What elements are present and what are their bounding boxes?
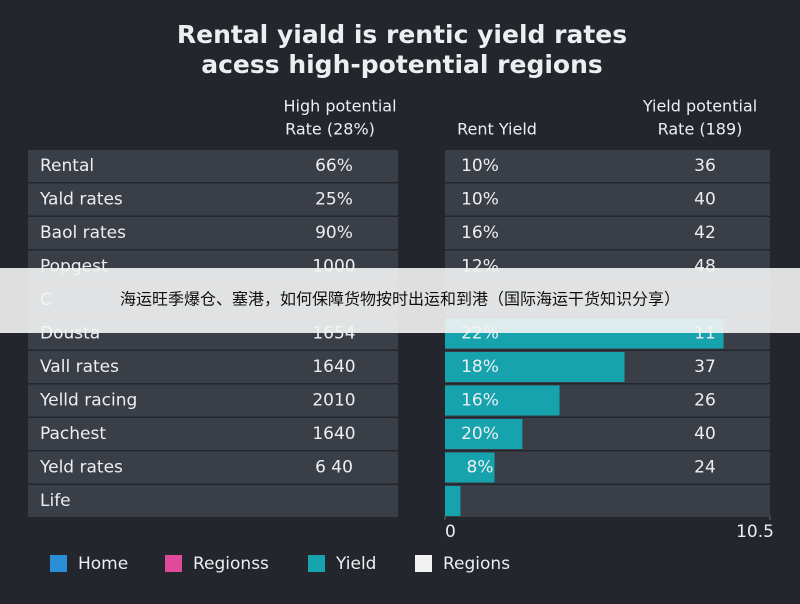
- row-bg: [445, 150, 770, 182]
- column-header: High potential: [283, 97, 396, 116]
- column-header: Rent Yield: [457, 120, 537, 139]
- title-line: acess high-potential regions: [201, 50, 603, 79]
- legend-swatch: [165, 555, 182, 572]
- potential-cell: 42: [694, 223, 716, 243]
- potential-cell: 37: [694, 357, 716, 377]
- yield-cell: 8%: [467, 458, 494, 478]
- row-label: Vall rates: [40, 357, 119, 377]
- row-bg: [28, 183, 398, 216]
- potential-cell: 24: [694, 458, 716, 478]
- row-label: Rental: [40, 156, 94, 176]
- row-label: Pachest: [40, 424, 106, 444]
- tick-label: 0: [445, 522, 456, 542]
- row-bg: [28, 217, 398, 249]
- yield-cell: 16%: [461, 391, 499, 411]
- row-bg: [28, 451, 398, 484]
- row-label: Yelld racing: [39, 391, 137, 411]
- row-bg: [445, 217, 770, 249]
- column-header: Yield potential: [642, 97, 757, 116]
- legend-swatch: [415, 555, 432, 572]
- rate-cell: 25%: [315, 190, 353, 210]
- row-bg: [28, 150, 398, 182]
- rate-cell: 1640: [312, 424, 355, 444]
- row-label: Yeld rates: [39, 458, 123, 478]
- row-bg: [28, 418, 398, 450]
- tick-label: 10.5: [736, 522, 774, 542]
- legend-swatch: [50, 555, 67, 572]
- legend-label: Regions: [443, 554, 510, 574]
- potential-cell: 36: [694, 156, 716, 176]
- potential-cell: 40: [694, 190, 716, 210]
- yield-cell: 18%: [461, 357, 499, 377]
- row-bg: [445, 451, 770, 484]
- row-bg: [28, 485, 398, 517]
- yield-cell: 16%: [461, 223, 499, 243]
- row-label: Baol rates: [40, 223, 126, 243]
- legend-label: Yield: [335, 554, 376, 574]
- row-bg: [28, 384, 398, 417]
- bar: [445, 452, 495, 483]
- row-bg: [445, 485, 770, 517]
- banner-text: 海运旺季爆仓、塞港，如何保障货物按时出运和到港（国际海运干货知识分享）: [120, 290, 680, 309]
- banner: [0, 268, 800, 333]
- bar: [445, 486, 461, 516]
- legend-label: Regionss: [193, 554, 269, 574]
- yield-cell: 10%: [461, 190, 499, 210]
- row-label: Life: [40, 491, 71, 511]
- yield-cell: 10%: [461, 156, 499, 176]
- yield-cell: 20%: [461, 424, 499, 444]
- potential-cell: 26: [694, 391, 716, 411]
- potential-cell: 40: [694, 424, 716, 444]
- rate-cell: 1640: [312, 357, 355, 377]
- row-bg: [445, 183, 770, 216]
- row-bg: [28, 351, 398, 383]
- column-header: Rate (28%): [285, 120, 375, 139]
- bar: [445, 419, 523, 449]
- bar: [445, 385, 560, 416]
- bar: [445, 352, 625, 382]
- legend-swatch: [308, 555, 325, 572]
- column-header: Rate (189): [658, 120, 743, 139]
- legend-label: Home: [78, 554, 128, 574]
- legend: Home Regionss Yield Regions: [50, 554, 510, 574]
- rate-cell: 6 40: [315, 458, 353, 478]
- rate-cell: 90%: [315, 223, 353, 243]
- title-line: Rental yiald is rentic yield rates: [177, 20, 627, 49]
- rate-cell: 66%: [315, 156, 353, 176]
- rate-cell: 2010: [312, 391, 355, 411]
- row-label: Yald rates: [39, 190, 123, 210]
